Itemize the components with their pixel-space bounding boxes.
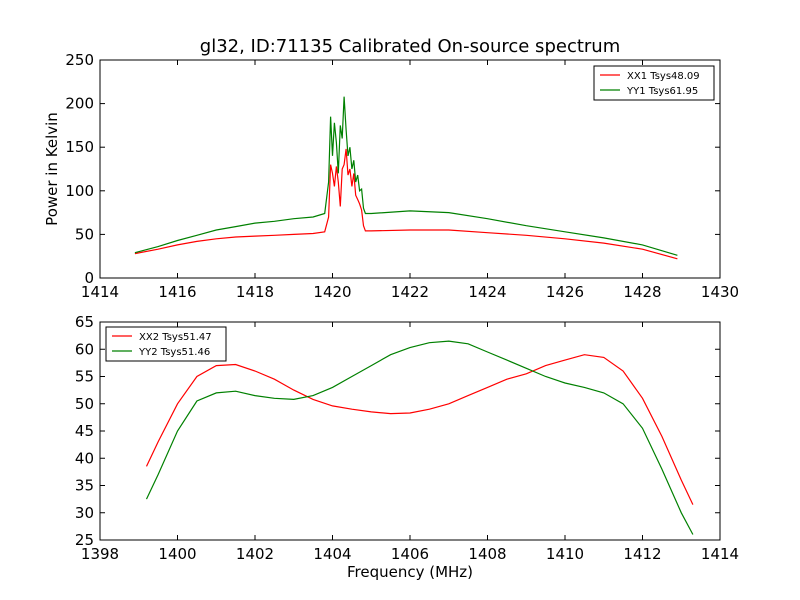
x-tick-label: 1418 xyxy=(236,283,274,301)
x-tick-label: 1430 xyxy=(701,283,739,301)
legend-label: XX2 Tsys51.47 xyxy=(139,332,212,343)
y-tick-label: 45 xyxy=(75,422,94,440)
x-tick-label: 1398 xyxy=(81,545,119,563)
y-tick-label: 50 xyxy=(75,225,94,243)
y-tick-label: 35 xyxy=(75,477,94,495)
y-tick-label: 55 xyxy=(75,368,94,386)
x-tick-label: 1422 xyxy=(391,283,429,301)
legend-box xyxy=(105,326,227,362)
x-tick-label: 1400 xyxy=(158,545,196,563)
x-tick-label: 1402 xyxy=(236,545,274,563)
x-tick-label: 1414 xyxy=(701,545,739,563)
x-tick-label: 1428 xyxy=(623,283,661,301)
y-tick-label: 65 xyxy=(75,313,94,331)
y-tick-label: 100 xyxy=(65,182,94,200)
x-tick-label: 1420 xyxy=(313,283,351,301)
figure-title: gl32, ID:71135 Calibrated On-source spec… xyxy=(200,36,620,57)
series-line-2 xyxy=(145,340,694,535)
y-tick-label: 250 xyxy=(65,51,94,69)
legend: XX2 Tsys51.47 YY2 Tsys51.46 xyxy=(105,326,227,362)
legend-label: YY2 Tsys51.46 xyxy=(138,347,210,358)
x-tick-label: 1416 xyxy=(158,283,196,301)
y-tick-label: 200 xyxy=(65,95,94,113)
y-axis-label: Power in Kelvin xyxy=(43,112,61,226)
x-tick-label: 1414 xyxy=(81,283,119,301)
series-line-1 xyxy=(145,354,694,505)
legend-box xyxy=(593,65,715,101)
x-tick-label: 1404 xyxy=(313,545,351,563)
x-tick-label: 1412 xyxy=(623,545,661,563)
x-tick-label: 1406 xyxy=(391,545,429,563)
x-axis-label: Frequency (MHz) xyxy=(347,563,473,581)
y-tick-label: 25 xyxy=(75,531,94,549)
series-line-2 xyxy=(134,96,678,256)
legend: XX1 Tsys48.09 YY1 Tsys61.95 xyxy=(593,65,715,101)
legend-label: XX1 Tsys48.09 xyxy=(627,71,700,82)
x-tick-label: 1408 xyxy=(468,545,506,563)
y-tick-label: 150 xyxy=(65,138,94,156)
series-line-1 xyxy=(134,148,678,260)
bottom-panel: 1398 1400 1402 1404 1406 1408 1410 1412 1414 25 30… xyxy=(75,313,739,581)
x-tick-label: 1426 xyxy=(546,283,584,301)
x-tick-label: 1410 xyxy=(546,545,584,563)
x-tick-label: 1424 xyxy=(468,283,506,301)
y-tick-label: 50 xyxy=(75,395,94,413)
y-tick-label: 60 xyxy=(75,340,94,358)
y-tick-label: 30 xyxy=(75,504,94,522)
top-panel: 1414 1416 1418 1420 1422 1424 1426 1428 1430 0 50 1… xyxy=(43,51,739,301)
legend-label: YY1 Tsys61.95 xyxy=(626,86,698,97)
y-tick-label: 40 xyxy=(75,449,94,467)
y-tick-label: 0 xyxy=(84,269,94,287)
